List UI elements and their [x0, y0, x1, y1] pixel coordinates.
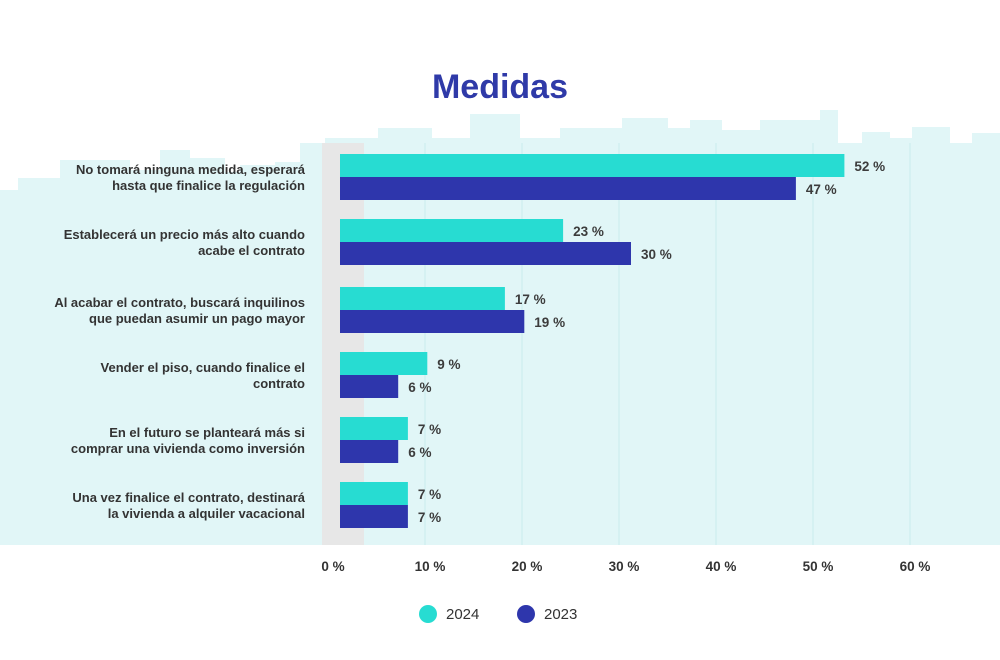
data-label-2024: 23 %: [573, 224, 604, 239]
data-label-2024: 17 %: [515, 292, 546, 307]
bar-2023: [340, 375, 399, 398]
x-tick-label: 50 %: [803, 559, 834, 574]
category-label: Una vez finalice el contrato, destinará l…: [72, 490, 305, 521]
x-tick-label: 20 %: [512, 559, 543, 574]
x-tick-label: 0 %: [321, 559, 344, 574]
legend-label-2024: 2024: [446, 606, 479, 623]
x-tick-label: 40 %: [706, 559, 737, 574]
zero-band: [322, 143, 364, 545]
category-label: Establecerá un precio más alto cuando aca…: [64, 227, 305, 258]
data-label-2024: 9 %: [437, 357, 460, 372]
x-tick-label: 10 %: [415, 559, 446, 574]
bar-2023: [340, 242, 631, 265]
data-label-2024: 7 %: [418, 422, 441, 437]
legend: 2024 2023: [419, 605, 577, 623]
category-label: No tomará ninguna medida, esperará hasta …: [76, 162, 306, 193]
bar-2023: [340, 310, 525, 333]
legend-label-2023: 2023: [544, 606, 577, 623]
data-label-2023: 47 %: [806, 182, 837, 197]
bar-2024: [340, 482, 408, 505]
chart-title: Medidas: [432, 68, 568, 106]
labels: 0 % 10 % 20 % 30 % 40 % 50 % 60 % Medidas 52 % 47…: [54, 68, 930, 574]
category-label: Al acabar el contrato, buscará inquilino…: [54, 295, 305, 326]
data-label-2024: 52 %: [854, 159, 885, 174]
data-label-2023: 7 %: [418, 510, 441, 525]
bar-2024: [340, 219, 564, 242]
category-label: En el futuro se planteará más si comprar …: [71, 425, 305, 456]
legend-marker-2023: [517, 605, 535, 623]
bar-2023: [340, 440, 399, 463]
bar-2024: [340, 417, 408, 440]
data-label-2023: 6 %: [408, 380, 431, 395]
data-label-2024: 7 %: [418, 487, 441, 502]
data-label-2023: 6 %: [408, 445, 431, 460]
data-label-2023: 19 %: [534, 315, 565, 330]
bar-2024: [340, 352, 428, 375]
bar-2023: [340, 177, 796, 200]
legend-marker-2024: [419, 605, 437, 623]
bar-2023: [340, 505, 408, 528]
bars: [340, 154, 845, 528]
data-label-2023: 30 %: [641, 247, 672, 262]
x-tick-label: 30 %: [609, 559, 640, 574]
bar-2024: [340, 154, 845, 177]
gridlines: [424, 143, 911, 545]
category-label: Vender el piso, cuando finalice el contra…: [101, 360, 306, 391]
bar-2024: [340, 287, 505, 310]
x-tick-label: 60 %: [900, 559, 931, 574]
